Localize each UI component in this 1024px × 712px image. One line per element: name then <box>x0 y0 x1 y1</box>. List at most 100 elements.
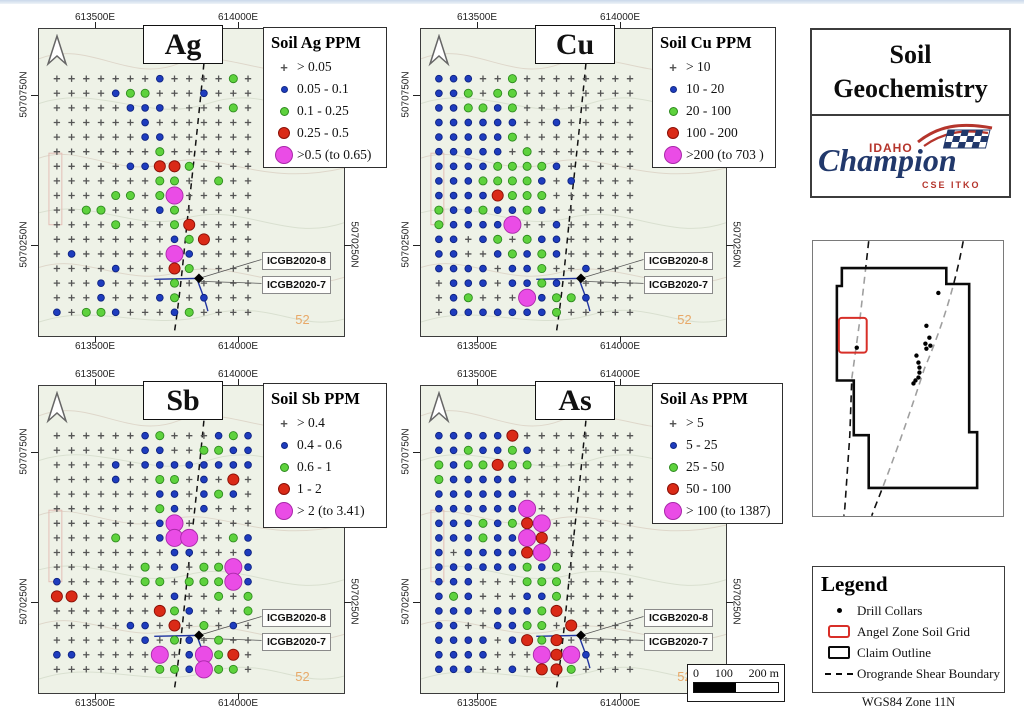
soil-sample-cross <box>83 490 90 498</box>
soil-sample-cross <box>509 593 516 600</box>
soil-sample-cross <box>112 119 119 126</box>
soil-sample-cross <box>612 432 619 439</box>
soil-sample-cross <box>215 90 222 97</box>
soil-sample-dot <box>479 636 487 644</box>
soil-sample-cross <box>83 622 90 629</box>
soil-sample-dot <box>434 220 444 230</box>
soil-sample-cross <box>127 490 134 498</box>
soil-sample-cross <box>597 549 604 556</box>
soil-sample-cross <box>156 265 163 272</box>
soil-sample-dot <box>493 220 502 229</box>
axis-label-easting-bottom: 614000E <box>217 341 259 352</box>
soil-sample-dot <box>479 279 487 287</box>
soil-sample-dot <box>518 499 537 518</box>
soil-sample-cross <box>112 148 119 155</box>
soil-sample-cross <box>244 90 252 97</box>
soil-sample-cross <box>127 520 134 527</box>
soil-sample-dot <box>508 206 517 214</box>
soil-sample-cross <box>83 221 90 228</box>
axis-label-easting-top: 613500E <box>74 12 116 23</box>
soil-sample-cross <box>200 177 208 185</box>
soil-sample-cross <box>53 236 61 243</box>
soil-sample-cross <box>597 221 604 228</box>
soil-sample-cross <box>68 520 75 527</box>
red-dot-icon <box>271 483 297 495</box>
soil-sample-cross <box>53 148 61 155</box>
soil-sample-cross <box>612 148 619 155</box>
soil-sample-dot <box>537 206 546 214</box>
soil-sample-dot <box>522 234 532 244</box>
soil-sample-cross <box>230 221 237 228</box>
soil-sample-cross <box>597 447 604 454</box>
shear-boundary-line <box>555 387 590 692</box>
soil-sample-cross <box>538 505 545 512</box>
soil-sample-dot <box>537 621 547 631</box>
soil-sample-cross <box>97 133 105 141</box>
soil-sample-dot <box>508 475 517 484</box>
soil-sample-cross <box>626 163 634 170</box>
soil-sample-dot <box>155 519 164 528</box>
legend-item: + > 0.4 <box>271 412 379 434</box>
soil-sample-cross <box>215 534 222 542</box>
soil-sample-dot <box>141 636 149 644</box>
annotation-icgb2020-7: ICGB2020-7 <box>644 276 713 294</box>
soil-sample-dot <box>435 534 443 542</box>
soil-sample-dot <box>155 293 164 302</box>
green-dot-icon <box>660 106 686 116</box>
soil-sample-dot <box>449 563 458 571</box>
soil-sample-cross <box>465 236 472 243</box>
soil-sample-dot <box>551 577 562 587</box>
soil-sample-dot <box>518 528 537 547</box>
soil-sample-cross <box>553 520 560 527</box>
soil-sample-dot <box>464 308 473 317</box>
soil-sample-cross <box>186 294 193 301</box>
soil-sample-dot <box>464 177 473 185</box>
drill-collar-dot <box>928 343 933 348</box>
soil-sample-cross <box>612 265 619 272</box>
soil-sample-dot <box>170 461 179 469</box>
soil-sample-cross <box>230 279 237 287</box>
soil-sample-dot <box>435 577 443 586</box>
red-dot-icon <box>660 483 686 495</box>
soil-sample-cross <box>612 133 619 141</box>
soil-sample-dot <box>479 431 487 440</box>
axis-tick <box>413 452 420 453</box>
soil-sample-dot <box>170 504 179 513</box>
ppm-legend-ag: Soil Ag PPM + > 0.05 0.05 - 0.1 0.1 - 0.2… <box>263 27 387 168</box>
soil-sample-cross <box>186 104 193 112</box>
soil-sample-cross <box>141 75 149 82</box>
soil-sample-cross <box>53 279 61 287</box>
soil-sample-dot <box>552 220 561 229</box>
soil-sample-cross <box>215 148 222 155</box>
soil-sample-dot <box>478 533 488 543</box>
soil-sample-cross <box>83 294 90 301</box>
axis-tick <box>31 95 38 96</box>
soil-sample-dot <box>140 562 150 572</box>
axis-tick <box>413 95 420 96</box>
soil-sample-dot <box>464 118 473 127</box>
soil-sample-dot <box>185 636 194 644</box>
soil-sample-dot <box>97 293 105 302</box>
soil-sample-cross <box>582 279 590 287</box>
soil-sample-cross <box>171 75 178 82</box>
soil-sample-dot <box>550 604 563 617</box>
soil-sample-cross <box>186 622 193 629</box>
soil-sample-dot <box>552 235 561 244</box>
soil-sample-cross <box>244 294 252 301</box>
soil-sample-cross <box>568 206 575 214</box>
soil-sample-dot <box>435 665 443 674</box>
soil-sample-cross <box>141 177 149 185</box>
axis-tick <box>620 379 621 385</box>
soil-sample-dot <box>53 308 61 317</box>
soil-sample-dot <box>493 534 502 542</box>
soil-sample-dot <box>155 534 164 542</box>
soil-sample-dot <box>449 162 458 171</box>
soil-sample-cross <box>156 279 163 287</box>
soil-sample-cross <box>494 265 501 272</box>
soil-sample-dot <box>165 244 184 263</box>
map-legend-title: Legend <box>821 572 888 596</box>
soil-sample-dot <box>493 234 503 244</box>
soil-sample-cross <box>127 636 134 644</box>
soil-sample-cross <box>127 607 134 615</box>
soil-sample-cross <box>112 279 119 287</box>
